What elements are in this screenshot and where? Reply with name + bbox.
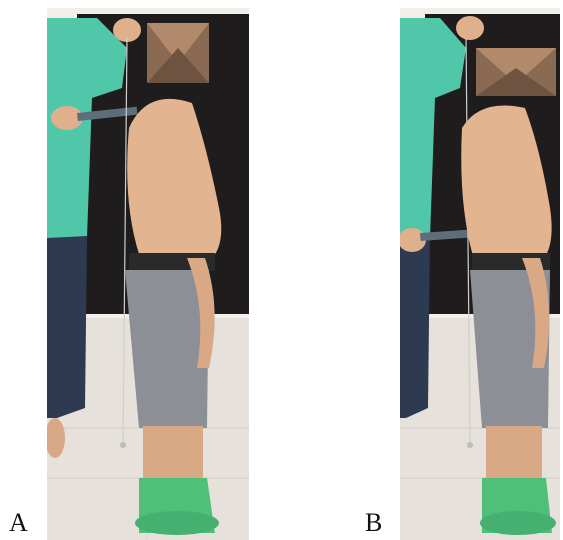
panel-label-b: B <box>365 508 383 537</box>
photo-b-illustration <box>400 8 560 540</box>
photo-panel-b <box>400 8 560 540</box>
photo-panel-a <box>47 8 249 540</box>
photo-a-illustration <box>47 8 249 540</box>
panel-label-a: A <box>9 508 28 537</box>
